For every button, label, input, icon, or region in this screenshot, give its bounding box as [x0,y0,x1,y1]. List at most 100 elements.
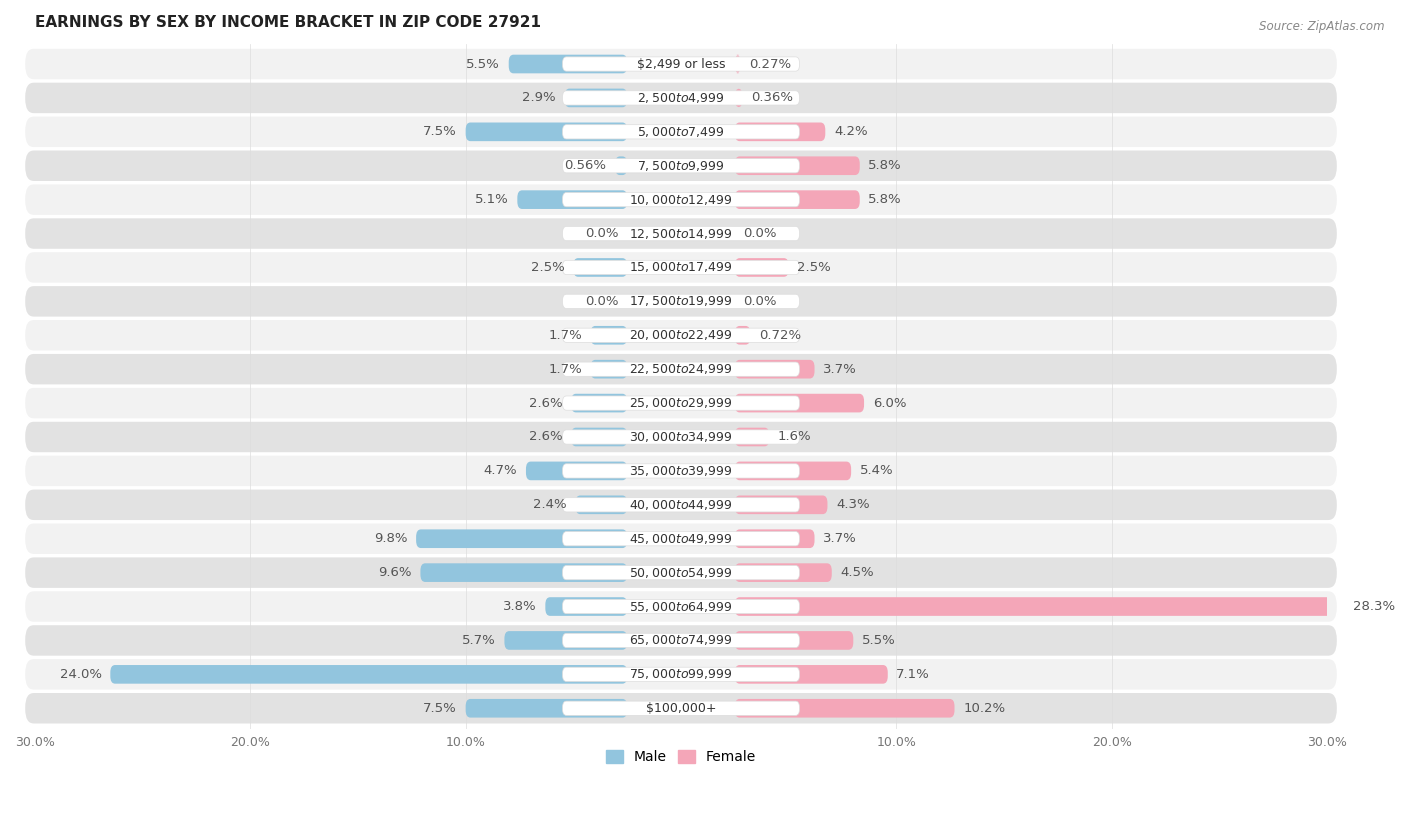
Text: 1.7%: 1.7% [548,363,582,376]
Text: 7.1%: 7.1% [897,667,931,680]
Text: $30,000 to $34,999: $30,000 to $34,999 [630,430,733,444]
FancyBboxPatch shape [591,326,627,345]
Text: 5.4%: 5.4% [859,464,893,477]
Text: $65,000 to $74,999: $65,000 to $74,999 [630,633,733,647]
Text: $45,000 to $49,999: $45,000 to $49,999 [630,532,733,546]
Text: 4.3%: 4.3% [837,498,870,511]
FancyBboxPatch shape [24,624,1339,657]
Text: 7.5%: 7.5% [423,125,457,138]
FancyBboxPatch shape [24,387,1339,420]
FancyBboxPatch shape [735,665,887,684]
Text: $12,500 to $14,999: $12,500 to $14,999 [630,227,733,241]
Text: 2.6%: 2.6% [529,397,562,410]
FancyBboxPatch shape [575,495,627,514]
FancyBboxPatch shape [735,123,825,141]
FancyBboxPatch shape [24,217,1339,250]
FancyBboxPatch shape [24,150,1339,182]
FancyBboxPatch shape [562,396,800,411]
FancyBboxPatch shape [546,598,627,616]
Text: 3.7%: 3.7% [823,363,856,376]
FancyBboxPatch shape [24,353,1339,385]
FancyBboxPatch shape [24,184,1339,216]
Text: 5.7%: 5.7% [463,634,496,647]
FancyBboxPatch shape [24,489,1339,521]
Text: $35,000 to $39,999: $35,000 to $39,999 [630,464,733,478]
FancyBboxPatch shape [735,495,828,514]
FancyBboxPatch shape [562,566,800,580]
Text: $75,000 to $99,999: $75,000 to $99,999 [630,667,733,681]
FancyBboxPatch shape [562,57,800,71]
FancyBboxPatch shape [735,156,859,175]
Text: 5.1%: 5.1% [475,193,509,207]
Text: 5.8%: 5.8% [869,193,903,207]
FancyBboxPatch shape [735,190,859,209]
FancyBboxPatch shape [735,428,769,446]
Text: 2.5%: 2.5% [797,261,831,274]
Text: 2.6%: 2.6% [529,431,562,444]
Text: $50,000 to $54,999: $50,000 to $54,999 [630,566,733,580]
Text: $40,000 to $44,999: $40,000 to $44,999 [630,498,733,512]
FancyBboxPatch shape [562,328,800,342]
FancyBboxPatch shape [517,190,627,209]
FancyBboxPatch shape [24,590,1339,623]
FancyBboxPatch shape [735,259,789,276]
Text: $7,500 to $9,999: $7,500 to $9,999 [637,159,725,172]
FancyBboxPatch shape [24,658,1339,690]
FancyBboxPatch shape [571,428,627,446]
FancyBboxPatch shape [562,294,800,308]
FancyBboxPatch shape [562,498,800,512]
FancyBboxPatch shape [574,259,627,276]
Text: 24.0%: 24.0% [59,667,101,680]
FancyBboxPatch shape [562,532,800,546]
FancyBboxPatch shape [24,420,1339,454]
FancyBboxPatch shape [735,631,853,650]
FancyBboxPatch shape [24,319,1339,351]
Text: 5.5%: 5.5% [862,634,896,647]
FancyBboxPatch shape [571,393,627,412]
Text: $20,000 to $22,499: $20,000 to $22,499 [630,328,733,342]
Text: 0.0%: 0.0% [585,227,619,240]
FancyBboxPatch shape [505,631,627,650]
FancyBboxPatch shape [562,227,800,241]
FancyBboxPatch shape [465,699,627,718]
FancyBboxPatch shape [614,156,627,175]
Text: $15,000 to $17,499: $15,000 to $17,499 [630,260,733,275]
FancyBboxPatch shape [110,665,627,684]
Text: 0.0%: 0.0% [744,295,778,308]
Text: 10.2%: 10.2% [963,702,1005,715]
FancyBboxPatch shape [24,251,1339,284]
FancyBboxPatch shape [735,360,814,379]
FancyBboxPatch shape [24,454,1339,487]
Text: 28.3%: 28.3% [1353,600,1395,613]
FancyBboxPatch shape [24,556,1339,589]
FancyBboxPatch shape [526,462,627,480]
FancyBboxPatch shape [562,430,800,444]
Text: 0.36%: 0.36% [751,91,793,104]
FancyBboxPatch shape [24,115,1339,148]
Text: 7.5%: 7.5% [423,702,457,715]
FancyBboxPatch shape [562,599,800,614]
Text: $100,000+: $100,000+ [645,702,716,715]
Text: $5,000 to $7,499: $5,000 to $7,499 [637,125,725,139]
FancyBboxPatch shape [24,81,1339,114]
FancyBboxPatch shape [24,285,1339,318]
Text: $17,500 to $19,999: $17,500 to $19,999 [630,294,733,308]
FancyBboxPatch shape [562,91,800,105]
FancyBboxPatch shape [562,159,800,173]
FancyBboxPatch shape [562,362,800,376]
FancyBboxPatch shape [735,54,741,73]
FancyBboxPatch shape [735,89,742,107]
FancyBboxPatch shape [420,563,627,582]
FancyBboxPatch shape [565,89,627,107]
Text: EARNINGS BY SEX BY INCOME BRACKET IN ZIP CODE 27921: EARNINGS BY SEX BY INCOME BRACKET IN ZIP… [35,15,541,30]
Text: 4.5%: 4.5% [841,566,875,579]
Text: 0.27%: 0.27% [749,58,792,71]
Text: 2.4%: 2.4% [533,498,567,511]
FancyBboxPatch shape [562,463,800,478]
Text: 5.5%: 5.5% [467,58,501,71]
Text: $25,000 to $29,999: $25,000 to $29,999 [630,396,733,410]
Text: $2,500 to $4,999: $2,500 to $4,999 [637,91,725,105]
Text: 0.56%: 0.56% [564,159,606,172]
Text: 9.6%: 9.6% [378,566,412,579]
FancyBboxPatch shape [735,699,955,718]
